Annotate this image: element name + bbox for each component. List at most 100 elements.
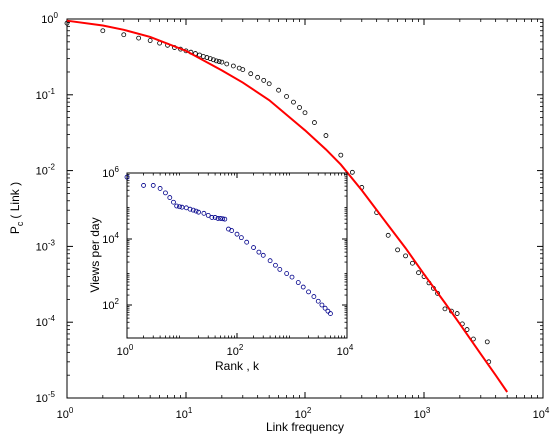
main-y-tick-label-exponent: -1 bbox=[48, 87, 56, 96]
main-x-tick-label-exponent: 2 bbox=[307, 406, 312, 415]
main-x-tick-label-exponent: 3 bbox=[426, 406, 431, 415]
main-data-point bbox=[484, 339, 490, 345]
main-data-point bbox=[395, 247, 401, 253]
inset-data-point bbox=[322, 305, 328, 311]
main-data-point bbox=[100, 28, 106, 34]
inset-x-tick-label-base: 10 bbox=[117, 346, 129, 358]
inset-data-point bbox=[212, 215, 218, 220]
inset-data-point bbox=[190, 207, 196, 213]
main-y-tick-label: 10-3 bbox=[36, 238, 56, 253]
main-data-point bbox=[240, 67, 246, 72]
inset-data-point bbox=[174, 203, 180, 209]
inset-data-point bbox=[284, 271, 290, 276]
main-data-point bbox=[230, 63, 236, 69]
main-data-point bbox=[276, 87, 282, 93]
main-x-tick-label: 102 bbox=[295, 406, 312, 421]
main-data-point bbox=[385, 232, 391, 238]
inset-y-tick-label-base: 10 bbox=[102, 300, 114, 312]
main-x-tick-label-exponent: 4 bbox=[545, 406, 550, 415]
main-y-tick-label-exponent: -2 bbox=[48, 163, 56, 172]
main-data-point bbox=[255, 74, 261, 80]
inset-x-tick-label-base: 10 bbox=[227, 346, 239, 358]
inset-data-point bbox=[171, 199, 176, 205]
inset-data-point bbox=[273, 262, 278, 268]
inset-data-point bbox=[319, 302, 325, 308]
inset-x-axis-label: Rank , k bbox=[215, 359, 260, 373]
main-data-point bbox=[121, 32, 127, 38]
main-data-point bbox=[207, 56, 213, 62]
inset-data-point bbox=[205, 212, 211, 218]
inset-data-point bbox=[289, 274, 295, 280]
main-data-point bbox=[338, 152, 344, 158]
main-x-tick-label: 104 bbox=[533, 406, 550, 421]
inset-data-point bbox=[267, 258, 273, 264]
main-y-axis-label-sub: c bbox=[15, 221, 25, 226]
main-data-point bbox=[147, 38, 153, 43]
inset-data-point bbox=[295, 280, 301, 285]
main-data-point bbox=[323, 133, 329, 138]
main-data-point bbox=[416, 270, 421, 276]
inset-data-point bbox=[306, 289, 311, 295]
main-x-tick-label: 103 bbox=[414, 406, 431, 421]
inset-data-point bbox=[177, 204, 182, 210]
main-data-point bbox=[454, 311, 460, 316]
inset-data-point bbox=[300, 284, 306, 290]
main-y-tick-label-base: 10 bbox=[36, 317, 48, 329]
inset-data-point bbox=[328, 311, 333, 316]
inset-y-tick-label-exponent: 6 bbox=[115, 165, 120, 174]
main-data-point bbox=[291, 99, 296, 105]
main-x-tick-label-base: 10 bbox=[414, 409, 426, 421]
main-y-tick-label-base: 10 bbox=[36, 393, 48, 405]
inset-x-tick-label-exponent: 2 bbox=[239, 343, 244, 352]
main-x-tick-label-base: 10 bbox=[57, 409, 69, 421]
main-data-point bbox=[464, 327, 470, 332]
main-x-axis-label: Link frequency bbox=[266, 420, 344, 434]
inset-x-tick-label-exponent: 0 bbox=[129, 343, 134, 352]
inset-x-tick-label: 102 bbox=[227, 343, 244, 358]
inset-data-point bbox=[201, 210, 207, 216]
inset-data-point bbox=[277, 266, 283, 272]
main-y-tick-label-exponent: -5 bbox=[48, 390, 56, 399]
main-y-tick-label-base: 10 bbox=[36, 241, 48, 253]
inset-data-point bbox=[256, 249, 262, 255]
inset-data-point bbox=[311, 294, 317, 299]
main-y-tick-label-exponent: 0 bbox=[54, 11, 59, 20]
inset-data-point bbox=[209, 215, 215, 220]
inset-data-point bbox=[244, 239, 250, 245]
main-x-tick-label-exponent: 1 bbox=[188, 406, 193, 415]
inset-series-group bbox=[124, 174, 333, 316]
inset-data-point bbox=[167, 195, 173, 200]
main-y-tick-label-exponent: -3 bbox=[48, 238, 56, 247]
main-data-point bbox=[213, 58, 219, 64]
inset-data-point bbox=[124, 174, 130, 180]
inset-data-point bbox=[141, 183, 146, 188]
inset-data-point bbox=[163, 190, 168, 196]
main-y-tick-label-base: 10 bbox=[36, 166, 48, 178]
main-data-point bbox=[261, 77, 267, 83]
inset-data-point bbox=[234, 231, 240, 237]
inset-y-tick-label-base: 10 bbox=[102, 234, 114, 246]
inset-x-axis: 100 102 104 bbox=[117, 173, 354, 358]
main-y-tick-label-base: 10 bbox=[41, 14, 53, 26]
inset-data-point bbox=[179, 204, 185, 210]
inset-data-point bbox=[157, 186, 163, 191]
main-data-point bbox=[136, 35, 142, 41]
inset-data-point bbox=[229, 228, 235, 233]
main-fit-line bbox=[66, 19, 509, 393]
inset-data-point bbox=[215, 216, 221, 221]
main-data-point bbox=[216, 59, 222, 64]
inset-data-point bbox=[238, 235, 244, 241]
inset-y-tick-label: 106 bbox=[102, 165, 119, 180]
main-data-point bbox=[224, 61, 230, 67]
main-data-point bbox=[349, 169, 355, 175]
inset-data-point bbox=[193, 208, 199, 214]
inset-x-tick-label: 100 bbox=[117, 343, 134, 358]
main-series-group bbox=[64, 19, 509, 393]
inset-y-tick-label-exponent: 2 bbox=[115, 297, 120, 306]
inset-x-tick-label-base: 10 bbox=[337, 346, 349, 358]
inset-y-tick-label-base: 10 bbox=[102, 168, 114, 180]
inset-data-point bbox=[315, 298, 321, 304]
